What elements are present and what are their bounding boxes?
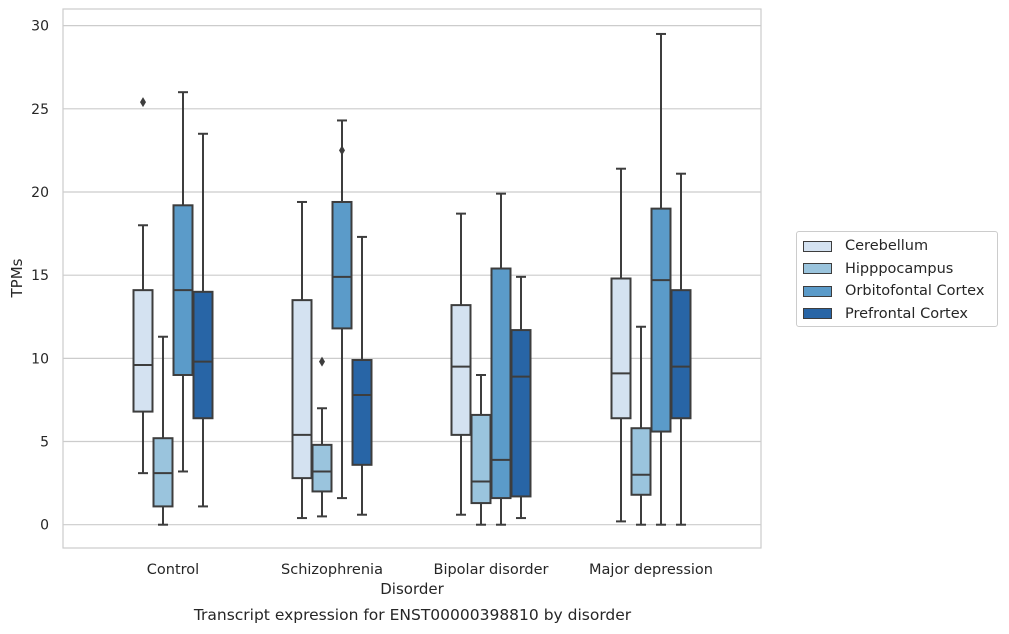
- box-hipppocampus: [152, 335, 174, 526]
- legend-item: Cerebellum: [797, 235, 997, 258]
- box-iqr: [291, 299, 313, 480]
- box-hipppocampus: [630, 325, 652, 526]
- x-tick-labels: Control Schizophrenia Bipolar disorder Majo…: [147, 562, 713, 578]
- box-cerebellum: [291, 200, 313, 520]
- y-tick-label: 10: [31, 351, 49, 367]
- box-hipppocampus: [311, 356, 333, 518]
- box-iqr: [192, 290, 214, 420]
- legend-swatch: [803, 240, 832, 252]
- legend-label: Cerebellum: [845, 238, 929, 255]
- outlier-point: [319, 356, 325, 367]
- box-iqr: [490, 267, 512, 500]
- box-iqr: [510, 329, 532, 498]
- box-iqr: [670, 289, 692, 420]
- legend-swatch: [803, 263, 832, 275]
- box-iqr: [351, 359, 373, 466]
- y-tick-label: 5: [40, 435, 49, 451]
- y-tick-label: 30: [31, 19, 49, 35]
- box-prefrontal-cortex: [192, 132, 214, 508]
- box-orbitofontal-cortex: [490, 192, 512, 526]
- box-groups: [132, 32, 692, 526]
- legend-item: Prefrontal Cortex: [797, 303, 997, 326]
- box-orbitofontal-cortex: [331, 119, 353, 500]
- y-tick-label: 25: [31, 102, 49, 118]
- outlier-point: [339, 145, 345, 156]
- box-orbitofontal-cortex: [172, 91, 194, 473]
- box-iqr: [470, 413, 492, 505]
- box-cerebellum: [610, 167, 632, 523]
- legend-label: Orbitofontal Cortex: [845, 283, 985, 300]
- legend-swatch: [803, 285, 832, 297]
- box-iqr: [132, 289, 154, 413]
- x-tick-label: Bipolar disorder: [434, 562, 549, 578]
- box-prefrontal-cortex: [351, 235, 373, 516]
- chart-caption: Transcript expression for ENST0000039881…: [193, 606, 632, 624]
- x-tick-label: Schizophrenia: [281, 562, 383, 578]
- legend-swatch: [803, 308, 832, 320]
- box-orbitofontal-cortex: [650, 32, 672, 526]
- y-axis-label: TPMs: [8, 258, 26, 298]
- y-tick-label: 20: [31, 185, 49, 201]
- box-prefrontal-cortex: [670, 172, 692, 526]
- legend-item: Hipppocampus: [797, 258, 997, 281]
- box-iqr: [630, 427, 652, 496]
- y-tick-label: 15: [31, 268, 49, 284]
- box-iqr: [331, 200, 353, 330]
- box-iqr: [450, 304, 472, 436]
- box-iqr: [650, 207, 672, 433]
- x-axis-label: Disorder: [380, 580, 444, 598]
- legend-label: Prefrontal Cortex: [845, 305, 968, 322]
- legend: Cerebellum Hipppocampus Orbitofontal Corte…: [796, 231, 998, 327]
- box-prefrontal-cortex: [510, 275, 532, 520]
- y-tick-label: 0: [40, 518, 49, 534]
- legend-item: Orbitofontal Cortex: [797, 280, 997, 303]
- box-iqr: [610, 277, 632, 420]
- x-tick-label: Control: [147, 562, 199, 578]
- box-cerebellum: [450, 212, 472, 516]
- box-cerebellum: [132, 97, 154, 475]
- y-tick-labels: 0 5 10 15 20 25 30: [31, 19, 49, 534]
- x-tick-label: Major depression: [589, 562, 713, 578]
- legend-label: Hipppocampus: [845, 260, 954, 277]
- outlier-point: [140, 97, 146, 108]
- box-iqr: [311, 443, 333, 493]
